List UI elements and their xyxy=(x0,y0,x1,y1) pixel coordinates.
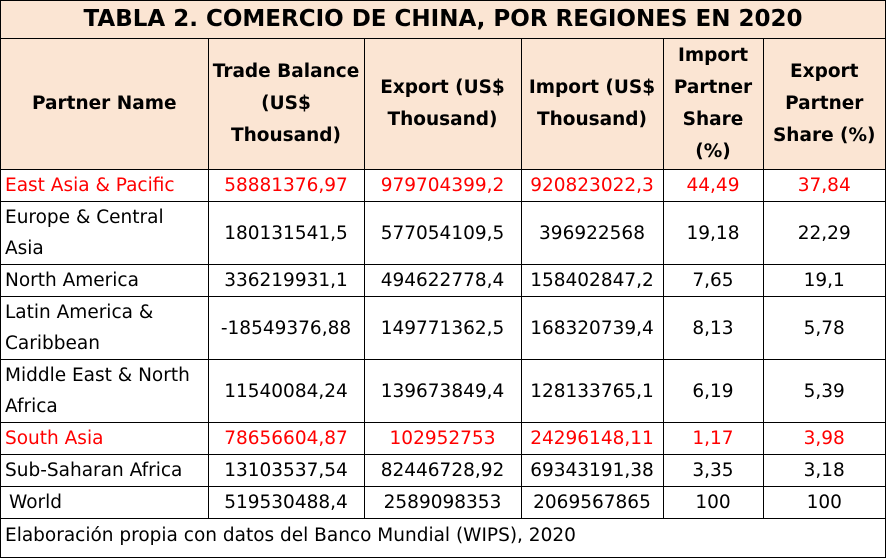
partner-name: North America xyxy=(1,264,209,297)
import-value: 24296148,11 xyxy=(520,422,664,455)
trade-balance: 11540084,24 xyxy=(207,359,365,423)
import-value: 69343191,38 xyxy=(520,454,664,487)
table-row: Latin America & Caribbean -18549376,88 1… xyxy=(1,296,885,360)
export-share: 19,1 xyxy=(762,264,885,297)
header-import: Import (US$ Thousand) xyxy=(520,39,664,170)
import-value: 128133765,1 xyxy=(520,359,664,423)
partner-name: World xyxy=(1,486,209,519)
trade-balance: 58881376,97 xyxy=(207,169,365,202)
import-value: 920823022,3 xyxy=(520,169,664,202)
table-row: Middle East & North Africa 11540084,24 1… xyxy=(1,359,885,423)
export-value: 979704399,2 xyxy=(363,169,522,202)
import-share: 6,19 xyxy=(662,359,764,423)
trade-balance: 519530488,4 xyxy=(207,486,365,519)
import-share: 3,35 xyxy=(662,454,764,487)
trade-table: Partner Name Trade Balance (US$ Thousand… xyxy=(1,39,885,519)
export-value: 494622778,4 xyxy=(363,264,522,297)
table-row: Europe & Central Asia 180131541,5 577054… xyxy=(1,201,885,265)
trade-balance: 336219931,1 xyxy=(207,264,365,297)
export-value: 82446728,92 xyxy=(363,454,522,487)
partner-name: East Asia & Pacific xyxy=(1,169,209,202)
export-share: 5,78 xyxy=(762,296,885,360)
export-share: 37,84 xyxy=(762,169,885,202)
table-row: South Asia 78656604,87 102952753 2429614… xyxy=(1,422,885,455)
import-share: 1,17 xyxy=(662,422,764,455)
export-value: 139673849,4 xyxy=(363,359,522,423)
import-value: 168320739,4 xyxy=(520,296,664,360)
export-share: 5,39 xyxy=(762,359,885,423)
source-note: Elaboración propia con datos del Banco M… xyxy=(5,525,576,546)
partner-name: Middle East & North Africa xyxy=(1,359,209,423)
import-value: 158402847,2 xyxy=(520,264,664,297)
export-share: 22,29 xyxy=(762,201,885,265)
partner-name: Sub-Saharan Africa xyxy=(1,454,209,487)
import-share: 7,65 xyxy=(662,264,764,297)
header-trade-balance: Trade Balance (US$ Thousand) xyxy=(207,39,365,170)
trade-balance: -18549376,88 xyxy=(207,296,365,360)
export-value: 149771362,5 xyxy=(363,296,522,360)
table-row: East Asia & Pacific 58881376,97 97970439… xyxy=(1,169,885,202)
export-share: 100 xyxy=(762,486,885,519)
import-value: 396922568 xyxy=(520,201,664,265)
partner-name: Latin America & Caribbean xyxy=(1,296,209,360)
trade-balance: 78656604,87 xyxy=(207,422,365,455)
table-title: TABLA 2. COMERCIO DE CHINA, POR REGIONES… xyxy=(1,1,885,39)
trade-balance: 13103537,54 xyxy=(207,454,365,487)
table-row: North America 336219931,1 494622778,4 15… xyxy=(1,264,885,297)
trade-balance: 180131541,5 xyxy=(207,201,365,265)
header-partner-name: Partner Name xyxy=(1,39,209,170)
header-export-share: Export Partner Share (%) xyxy=(762,39,885,170)
header-row: Partner Name Trade Balance (US$ Thousand… xyxy=(1,39,885,170)
partner-name: Europe & Central Asia xyxy=(1,201,209,265)
header-export: Export (US$ Thousand) xyxy=(363,39,522,170)
table-row: Sub-Saharan Africa 13103537,54 82446728,… xyxy=(1,454,885,487)
export-share: 3,98 xyxy=(762,422,885,455)
import-share: 100 xyxy=(662,486,764,519)
table-row: World 519530488,4 2589098353 2069567865 … xyxy=(1,486,885,519)
import-share: 19,18 xyxy=(662,201,764,265)
export-value: 102952753 xyxy=(363,422,522,455)
export-value: 2589098353 xyxy=(363,486,522,519)
header-import-share: Import Partner Share (%) xyxy=(662,39,764,170)
export-value: 577054109,5 xyxy=(363,201,522,265)
import-value: 2069567865 xyxy=(520,486,664,519)
partner-name: South Asia xyxy=(1,422,209,455)
import-share: 8,13 xyxy=(662,296,764,360)
export-share: 3,18 xyxy=(762,454,885,487)
import-share: 44,49 xyxy=(662,169,764,202)
